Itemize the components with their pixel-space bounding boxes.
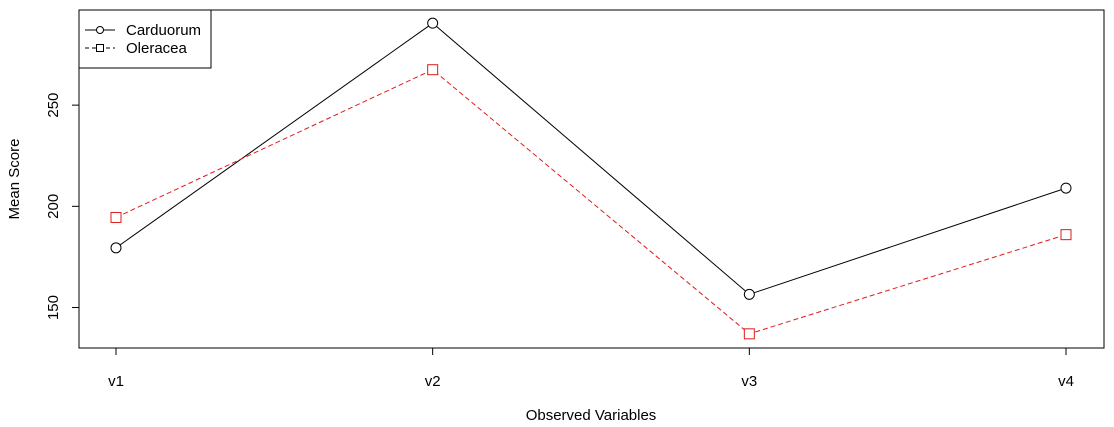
y-axis: 150 200 250 (45, 93, 79, 320)
legend-symbol-oleracea (96, 44, 104, 52)
legend-label-carduorum: Carduorum (126, 22, 201, 39)
series-line-carduorum (115, 22, 1067, 295)
x-tick-label-v3: v3 (741, 373, 757, 390)
y-tick-label-150: 150 (45, 295, 62, 320)
y-axis-title: Mean Score (6, 139, 23, 220)
x-axis: v1 v2 v3 v4 (108, 348, 1074, 390)
data-point-carduorum-v1 (110, 242, 122, 254)
series-line-oleracea (115, 69, 1067, 335)
x-axis-title: Observed Variables (526, 407, 657, 424)
data-point-oleracea-v4 (1060, 229, 1072, 241)
data-point-carduorum-v2 (427, 17, 439, 29)
plot-frame (78, 9, 1105, 349)
series-layer (110, 17, 1072, 340)
data-point-carduorum-v3 (743, 288, 755, 300)
legend-box (78, 9, 212, 69)
legend-symbol-carduorum (96, 26, 104, 34)
y-tick-label-250: 250 (45, 93, 62, 118)
y-tick-label-200: 200 (45, 194, 62, 219)
x-tick-label-v2: v2 (425, 373, 441, 390)
data-point-carduorum-v4 (1060, 182, 1072, 194)
data-point-oleracea-v2 (427, 64, 439, 76)
x-tick-label-v4: v4 (1058, 373, 1074, 390)
data-point-oleracea-v3 (743, 328, 755, 340)
legend-label-oleracea: Oleracea (126, 40, 188, 57)
x-tick-label-v1: v1 (108, 373, 124, 390)
data-point-oleracea-v1 (110, 211, 122, 223)
